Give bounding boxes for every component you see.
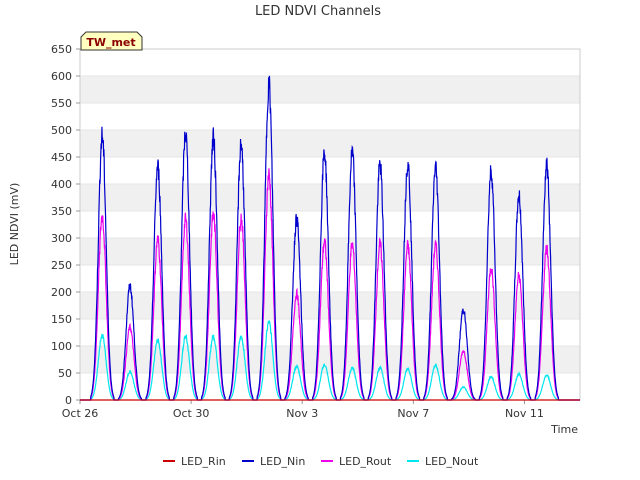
y-tick-label: 100 [51, 340, 72, 353]
grid-band [80, 238, 580, 265]
x-tick-label: Nov 11 [505, 407, 544, 420]
grid-band [80, 76, 580, 103]
grid-band [80, 184, 580, 211]
y-tick-label: 600 [51, 70, 72, 83]
y-tick-label: 350 [51, 205, 72, 218]
chart-title: LED NDVI Channels [255, 4, 381, 19]
y-axis: 0 50 100 150 200 250 300 350 400 450 500 550 600 650 [51, 43, 80, 407]
x-axis: Oct 26 Oct 30 Nov 3 Nov 7 Nov 11 [62, 400, 544, 420]
y-tick-label: 300 [51, 232, 72, 245]
series-line-led-rout [80, 168, 580, 401]
y-tick-label: 450 [51, 151, 72, 164]
legend-label: LED_Nin [260, 455, 305, 468]
y-tick-label: 0 [65, 394, 72, 407]
legend-label: LED_Rout [339, 455, 392, 468]
y-tick-label: 550 [51, 97, 72, 110]
x-tick-label: Oct 30 [173, 407, 210, 420]
y-tick-label: 500 [51, 124, 72, 137]
series-line-led-nin [80, 75, 580, 401]
y-axis-label: LED NDVI (mV) [8, 183, 21, 266]
series-layer [80, 75, 580, 401]
station-tag: TW_met [80, 31, 143, 51]
x-tick-label: Oct 26 [62, 407, 99, 420]
series-line-led-nout [80, 320, 580, 401]
y-tick-label: 50 [58, 367, 72, 380]
y-tick-label: 200 [51, 286, 72, 299]
station-tag-box [80, 31, 143, 51]
legend-label: LED_Nout [425, 455, 479, 468]
x-tick-label: Nov 3 [286, 407, 318, 420]
x-tick-label: Nov 7 [397, 407, 429, 420]
legend-label: LED_Rin [181, 455, 226, 468]
y-tick-label: 400 [51, 178, 72, 191]
grid-band [80, 130, 580, 157]
x-axis-label: Time [550, 423, 578, 436]
y-tick-label: 150 [51, 313, 72, 326]
station-tag-text: TW_met [86, 36, 135, 49]
y-tick-label: 650 [51, 43, 72, 56]
y-tick-label: 250 [51, 259, 72, 272]
legend: LED_Rin LED_Nin LED_Rout LED_Nout [163, 455, 479, 468]
